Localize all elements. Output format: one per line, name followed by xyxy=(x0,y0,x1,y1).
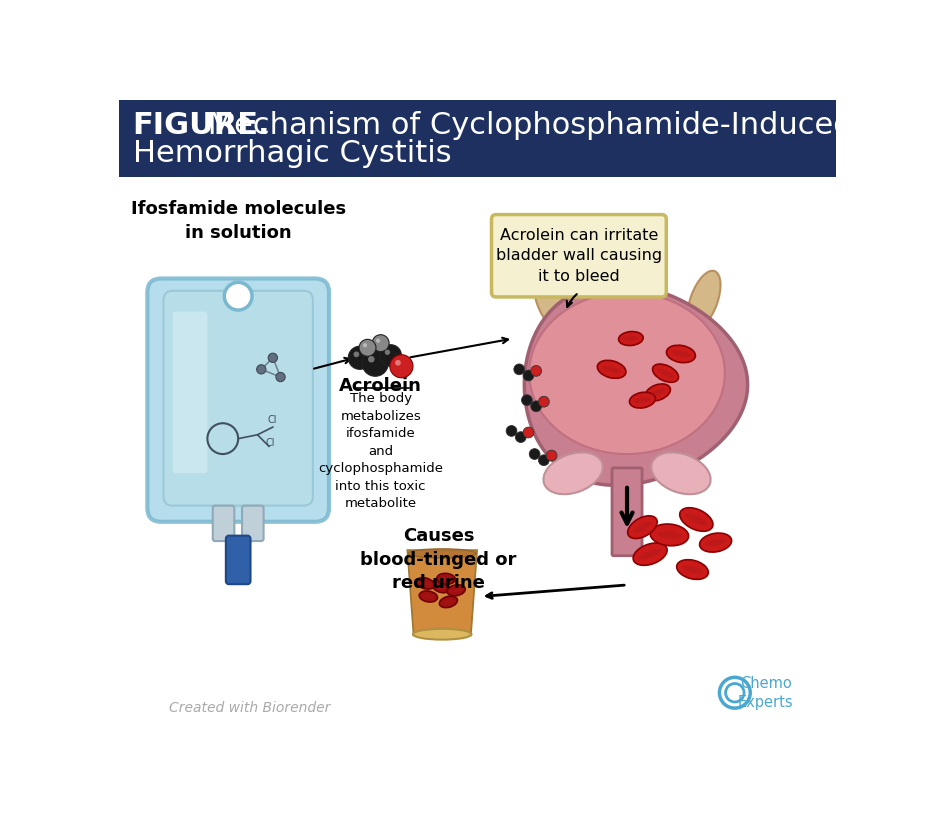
Text: FIGURE.: FIGURE. xyxy=(132,111,270,140)
Ellipse shape xyxy=(633,521,651,533)
Ellipse shape xyxy=(686,513,706,525)
FancyBboxPatch shape xyxy=(612,468,642,556)
Ellipse shape xyxy=(633,543,667,565)
FancyBboxPatch shape xyxy=(491,215,666,297)
Ellipse shape xyxy=(706,539,726,547)
FancyBboxPatch shape xyxy=(226,536,251,584)
Ellipse shape xyxy=(629,392,655,408)
Polygon shape xyxy=(525,285,747,485)
Circle shape xyxy=(363,350,389,376)
Text: Acrolein: Acrolein xyxy=(339,377,422,395)
Circle shape xyxy=(268,353,278,363)
Circle shape xyxy=(225,282,252,310)
Circle shape xyxy=(353,351,359,357)
Ellipse shape xyxy=(651,524,689,546)
Ellipse shape xyxy=(419,591,437,602)
Circle shape xyxy=(276,373,285,382)
Circle shape xyxy=(390,354,413,378)
Polygon shape xyxy=(408,552,476,633)
Ellipse shape xyxy=(672,350,691,357)
Circle shape xyxy=(376,339,380,343)
Circle shape xyxy=(523,370,534,381)
Ellipse shape xyxy=(440,577,452,581)
Circle shape xyxy=(506,425,517,436)
Text: Cl: Cl xyxy=(265,438,275,448)
Ellipse shape xyxy=(679,508,713,532)
Ellipse shape xyxy=(437,573,456,584)
Ellipse shape xyxy=(419,581,432,586)
Circle shape xyxy=(546,450,557,461)
Ellipse shape xyxy=(422,594,434,598)
Ellipse shape xyxy=(645,384,670,401)
Ellipse shape xyxy=(682,566,703,574)
Ellipse shape xyxy=(700,533,732,552)
Circle shape xyxy=(523,427,534,438)
Circle shape xyxy=(531,365,541,376)
Ellipse shape xyxy=(666,345,695,363)
FancyBboxPatch shape xyxy=(119,100,836,177)
Text: Causes
blood-tinged or
red urine: Causes blood-tinged or red urine xyxy=(360,527,516,592)
Ellipse shape xyxy=(597,360,626,379)
Ellipse shape xyxy=(434,583,445,590)
Text: Ifosfamide molecules
in solution: Ifosfamide molecules in solution xyxy=(130,200,346,241)
Text: Created with Biorender: Created with Biorender xyxy=(169,701,330,716)
FancyBboxPatch shape xyxy=(212,506,234,541)
Ellipse shape xyxy=(450,588,462,592)
Ellipse shape xyxy=(652,364,678,382)
Circle shape xyxy=(363,343,367,347)
Circle shape xyxy=(539,396,549,407)
Ellipse shape xyxy=(634,397,651,404)
Circle shape xyxy=(522,394,532,405)
Circle shape xyxy=(539,455,549,466)
Ellipse shape xyxy=(650,389,665,396)
Ellipse shape xyxy=(677,560,708,579)
Ellipse shape xyxy=(543,453,603,494)
Text: Hemorrhagic Cystitis: Hemorrhagic Cystitis xyxy=(132,139,451,168)
Ellipse shape xyxy=(619,332,643,345)
Circle shape xyxy=(514,364,525,374)
Circle shape xyxy=(380,344,402,366)
Ellipse shape xyxy=(432,580,448,592)
Ellipse shape xyxy=(439,597,458,607)
Ellipse shape xyxy=(627,516,657,538)
Ellipse shape xyxy=(413,629,472,640)
Ellipse shape xyxy=(623,336,638,341)
Circle shape xyxy=(349,346,371,369)
Text: Cl: Cl xyxy=(267,415,277,425)
Ellipse shape xyxy=(602,365,621,373)
Ellipse shape xyxy=(651,453,710,494)
Ellipse shape xyxy=(408,549,476,558)
Ellipse shape xyxy=(533,270,567,329)
Polygon shape xyxy=(529,292,725,454)
Ellipse shape xyxy=(443,600,454,604)
Text: Mechanism of Cyclophosphamide-Induced: Mechanism of Cyclophosphamide-Induced xyxy=(199,111,853,140)
Circle shape xyxy=(529,448,540,459)
Ellipse shape xyxy=(447,585,465,596)
Ellipse shape xyxy=(657,531,682,539)
Circle shape xyxy=(395,360,401,366)
FancyBboxPatch shape xyxy=(147,279,329,522)
Circle shape xyxy=(531,401,541,412)
Circle shape xyxy=(515,432,527,443)
Ellipse shape xyxy=(639,549,661,559)
FancyBboxPatch shape xyxy=(242,506,264,541)
FancyBboxPatch shape xyxy=(163,291,313,506)
Circle shape xyxy=(385,349,391,355)
Text: Chemo
Experts: Chemo Experts xyxy=(738,676,793,710)
FancyBboxPatch shape xyxy=(172,312,208,473)
Polygon shape xyxy=(407,550,477,635)
Circle shape xyxy=(368,356,375,363)
Text: The body
metabolizes
ifosfamide
and
cyclophosphamide
into this toxic
metabolite: The body metabolizes ifosfamide and cycl… xyxy=(318,393,443,511)
Circle shape xyxy=(359,339,376,356)
Circle shape xyxy=(256,364,266,374)
Text: Acrolein can irritate
bladder wall causing
it to bleed: Acrolein can irritate bladder wall causi… xyxy=(496,228,662,284)
Ellipse shape xyxy=(657,369,674,378)
Ellipse shape xyxy=(417,577,434,589)
Circle shape xyxy=(372,334,389,352)
Ellipse shape xyxy=(688,270,720,329)
